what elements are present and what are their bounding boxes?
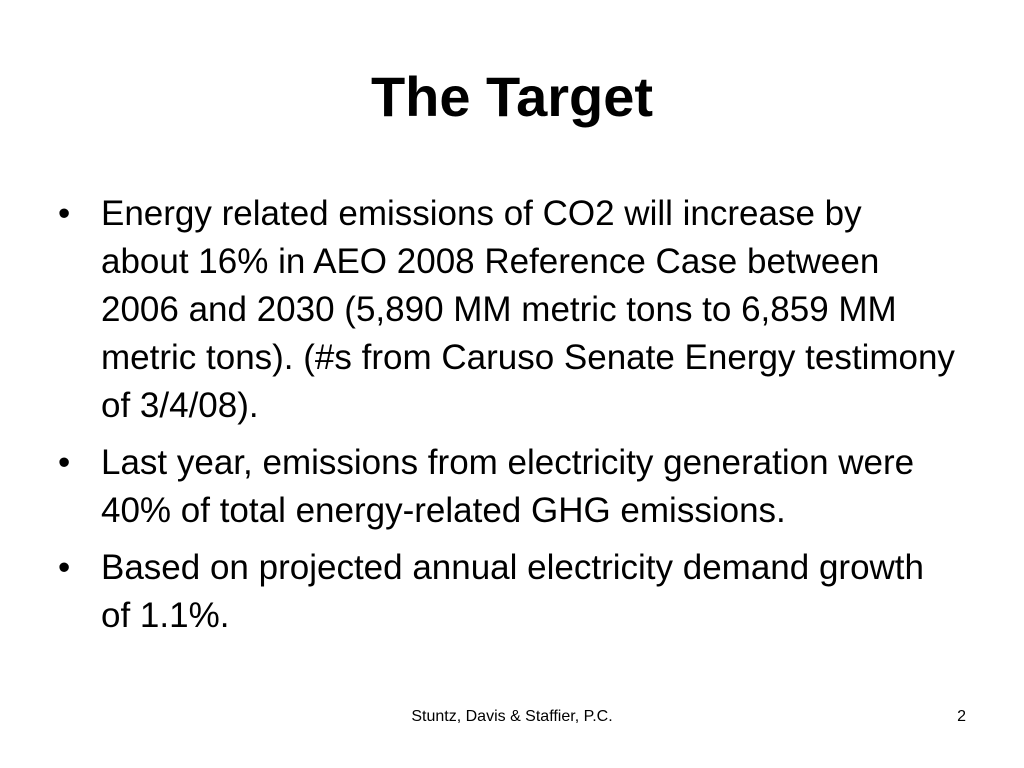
- bullet-icon: •: [58, 194, 71, 233]
- bullet-item: • Energy related emissions of CO2 will i…: [58, 190, 958, 430]
- page-number: 2: [957, 708, 966, 725]
- bullet-icon: •: [58, 443, 71, 482]
- bullet-icon: •: [58, 548, 71, 587]
- footer-firm-name: Stuntz, Davis & Staffier, P.C.: [411, 708, 613, 725]
- bullet-list: • Energy related emissions of CO2 will i…: [58, 190, 958, 649]
- slide-title: The Target: [370, 65, 654, 128]
- bullet-item: • Based on projected annual electricity …: [58, 544, 958, 640]
- bullet-text: Energy related emissions of CO2 will inc…: [101, 194, 955, 425]
- bullet-text: Based on projected annual electricity de…: [101, 548, 924, 635]
- bullet-text: Last year, emissions from electricity ge…: [101, 443, 915, 530]
- bullet-item: • Last year, emissions from electricity …: [58, 439, 958, 535]
